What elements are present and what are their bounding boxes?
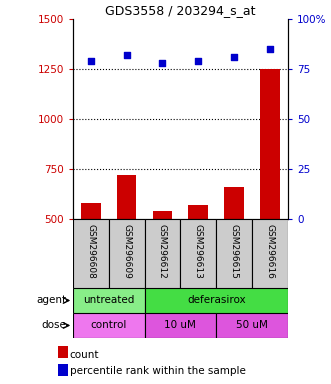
Text: percentile rank within the sample: percentile rank within the sample [70,366,245,376]
Bar [81,203,101,319]
Text: GSM296615: GSM296615 [230,224,239,279]
Text: GSM296616: GSM296616 [265,224,274,279]
Bar [216,313,288,338]
Point [88,58,93,64]
Point [267,46,273,52]
Bar [145,219,180,288]
Bar [260,69,280,319]
Bar [216,219,252,288]
Bar [73,313,145,338]
Bar [252,219,288,288]
Bar [180,219,216,288]
Text: GSM296608: GSM296608 [86,224,95,279]
Text: count: count [70,350,99,360]
Bar [109,219,145,288]
Point [231,54,237,60]
Text: GSM296613: GSM296613 [194,224,203,279]
Point [160,60,165,66]
Bar [145,288,288,313]
Text: deferasirox: deferasirox [187,295,246,306]
Text: agent: agent [36,295,66,306]
Bar [188,205,208,319]
Text: GSM296612: GSM296612 [158,224,167,279]
Bar [117,175,136,319]
Bar [224,187,244,319]
Point [124,52,129,58]
Text: dose: dose [41,320,66,331]
Text: 50 uM: 50 uM [236,320,268,331]
Text: 10 uM: 10 uM [165,320,196,331]
Bar [145,313,216,338]
Bar [73,219,109,288]
Bar [58,346,68,358]
Text: control: control [90,320,127,331]
Title: GDS3558 / 203294_s_at: GDS3558 / 203294_s_at [105,3,256,17]
Bar [58,364,68,376]
Bar [73,288,145,313]
Point [196,58,201,64]
Text: untreated: untreated [83,295,134,306]
Text: GSM296609: GSM296609 [122,224,131,279]
Bar [153,211,172,319]
